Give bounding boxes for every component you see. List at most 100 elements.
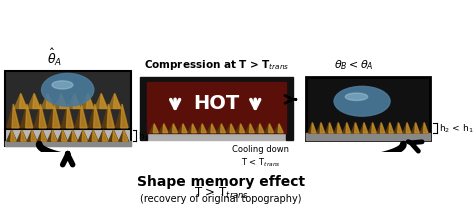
Text: (recovery of original topography): (recovery of original topography) [140, 193, 302, 203]
Polygon shape [88, 130, 98, 142]
Polygon shape [337, 123, 342, 133]
Polygon shape [61, 104, 74, 128]
Polygon shape [78, 130, 88, 142]
Polygon shape [163, 124, 168, 133]
Polygon shape [188, 124, 197, 133]
Polygon shape [14, 94, 27, 109]
Polygon shape [394, 123, 402, 133]
Polygon shape [220, 124, 226, 133]
Polygon shape [308, 123, 317, 133]
Polygon shape [274, 124, 283, 133]
Polygon shape [201, 124, 206, 133]
Polygon shape [246, 124, 255, 133]
Polygon shape [123, 130, 128, 142]
Polygon shape [112, 130, 118, 142]
Polygon shape [255, 124, 264, 133]
Polygon shape [48, 104, 61, 128]
Polygon shape [66, 104, 73, 128]
Polygon shape [306, 133, 430, 141]
Polygon shape [355, 123, 359, 133]
Polygon shape [95, 94, 108, 109]
Polygon shape [41, 94, 54, 109]
Polygon shape [82, 130, 87, 142]
Polygon shape [178, 124, 188, 133]
Polygon shape [420, 123, 428, 133]
Polygon shape [159, 124, 168, 133]
Polygon shape [58, 130, 67, 142]
FancyBboxPatch shape [306, 78, 430, 141]
Polygon shape [100, 94, 107, 109]
Polygon shape [147, 83, 286, 133]
Polygon shape [230, 124, 235, 133]
Polygon shape [92, 130, 98, 142]
Polygon shape [368, 123, 377, 133]
Polygon shape [380, 123, 385, 133]
Polygon shape [278, 124, 283, 133]
Polygon shape [389, 123, 393, 133]
Ellipse shape [345, 94, 368, 101]
Polygon shape [173, 124, 177, 133]
Polygon shape [34, 104, 47, 128]
Polygon shape [363, 123, 368, 133]
Polygon shape [398, 123, 402, 133]
Polygon shape [320, 123, 325, 133]
Polygon shape [73, 94, 80, 109]
Polygon shape [249, 124, 254, 133]
FancyBboxPatch shape [5, 72, 131, 130]
Polygon shape [423, 123, 428, 133]
Ellipse shape [42, 74, 94, 107]
Polygon shape [87, 94, 93, 109]
Polygon shape [21, 130, 26, 142]
Polygon shape [10, 130, 16, 142]
Polygon shape [217, 124, 226, 133]
Polygon shape [415, 123, 419, 133]
Polygon shape [7, 130, 17, 142]
Polygon shape [7, 104, 20, 128]
Polygon shape [62, 130, 67, 142]
Polygon shape [72, 130, 77, 142]
Text: Cooling down
T < T$_{trans}$: Cooling down T < T$_{trans}$ [232, 144, 290, 168]
Polygon shape [37, 130, 47, 142]
Polygon shape [51, 130, 57, 142]
Polygon shape [53, 104, 60, 128]
Polygon shape [207, 124, 216, 133]
Polygon shape [46, 94, 53, 109]
Polygon shape [259, 124, 264, 133]
Polygon shape [109, 130, 118, 142]
Text: h$_2$ < h$_1$: h$_2$ < h$_1$ [439, 122, 474, 134]
Polygon shape [27, 130, 37, 142]
Polygon shape [113, 94, 120, 109]
Polygon shape [102, 130, 108, 142]
Polygon shape [386, 123, 394, 133]
Text: Compression at T > T$_{trans}$: Compression at T > T$_{trans}$ [144, 58, 289, 72]
Polygon shape [119, 130, 128, 142]
Polygon shape [334, 123, 342, 133]
Polygon shape [89, 104, 101, 128]
Polygon shape [169, 124, 178, 133]
Polygon shape [265, 124, 274, 133]
Polygon shape [351, 123, 359, 133]
Polygon shape [411, 123, 419, 133]
Polygon shape [317, 123, 325, 133]
Polygon shape [343, 123, 351, 133]
Polygon shape [286, 78, 293, 141]
Polygon shape [153, 124, 158, 133]
Polygon shape [80, 104, 87, 128]
Text: T > T$_{trans}$: T > T$_{trans}$ [194, 184, 249, 200]
Polygon shape [403, 123, 411, 133]
Polygon shape [121, 104, 128, 128]
Polygon shape [211, 124, 216, 133]
Polygon shape [68, 94, 81, 109]
Polygon shape [150, 124, 159, 133]
Polygon shape [182, 124, 187, 133]
Text: $\hat{\theta}_A$: $\hat{\theta}_A$ [47, 46, 63, 68]
Polygon shape [360, 123, 368, 133]
Text: $\theta_B < \theta_A$: $\theta_B < \theta_A$ [334, 58, 373, 72]
Polygon shape [68, 130, 78, 142]
Polygon shape [60, 94, 67, 109]
Polygon shape [41, 130, 46, 142]
Ellipse shape [52, 81, 73, 90]
Polygon shape [99, 130, 108, 142]
Polygon shape [102, 104, 115, 128]
Polygon shape [26, 104, 33, 128]
